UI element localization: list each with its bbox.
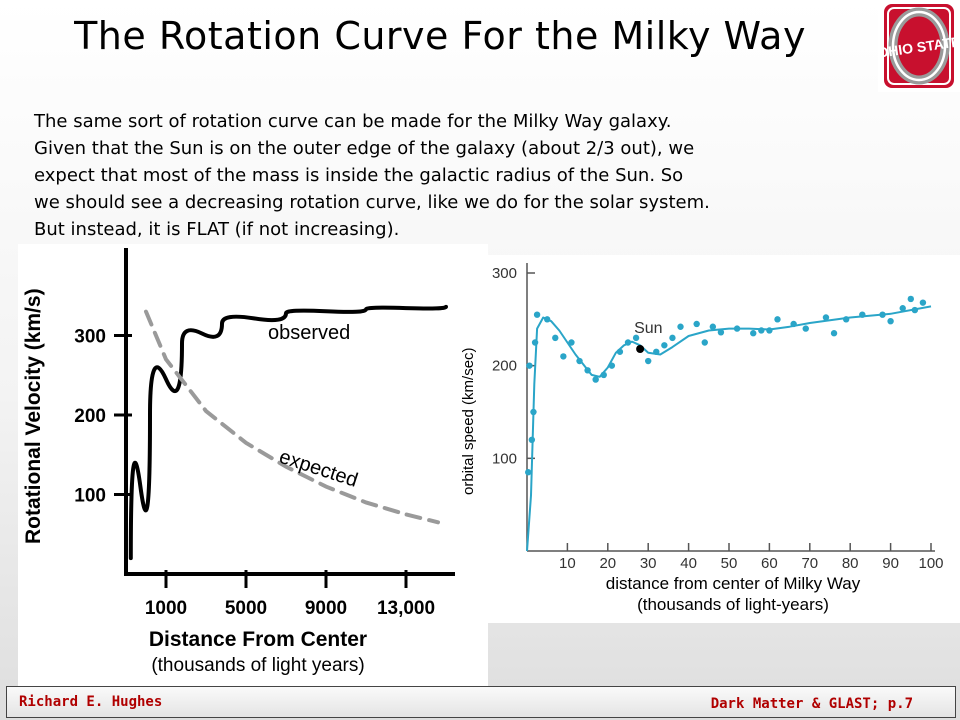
left-series-label-expected: expected [276,446,360,492]
right-data-point [766,327,773,334]
right-x-tick-label: 90 [882,555,899,572]
right-data-point [709,323,717,330]
right-data-point [879,311,886,318]
right-data-point [750,330,757,337]
right-data-point [758,327,765,334]
left-x-tick-label: 1000 [145,598,187,619]
right-data-point [661,342,668,349]
right-y-tick-label: 300 [492,265,517,282]
right-x-axis-sublabel: (thousands of light-years) [637,595,829,614]
left-x-tick-label: 9000 [305,598,347,619]
right-data-point [552,334,559,342]
right-data-point [693,320,700,328]
footer-author: Richard E. Hughes [19,694,163,710]
right-x-tick-label: 60 [761,555,778,572]
right-data-point [531,339,539,346]
body-line: The same sort of rotation curve can be m… [34,111,672,132]
right-x-tick-label: 80 [842,555,859,572]
body-text: The same sort of rotation curve can be m… [34,108,894,243]
right-data-point [530,408,537,416]
right-data-point [717,329,725,336]
right-x-tick-label: 10 [559,555,576,572]
slide-title: The Rotation Curve For the Milky Way [74,14,806,58]
left-x-tick-label: 13,000 [377,598,435,619]
left-y-tick-label: 100 [74,486,106,507]
right-data-point [560,353,567,360]
right-data-point [632,334,640,342]
left-x-axis-sublabel: (thousands of light years) [151,655,364,676]
right-data-point [568,339,575,346]
right-data-point [701,339,708,346]
left-series-label-observed: observed [268,322,350,344]
body-line: Given that the Sun is on the outer edge … [34,138,695,159]
body-line: But instead, it is FLAT (if not increasi… [34,219,400,240]
right-data-point [616,348,624,355]
right-data-point [859,311,866,318]
right-data-point [919,299,927,306]
right-y-axis-label: orbital speed (km/sec) [460,347,477,495]
right-data-point [669,334,676,342]
right-fit-curve [526,305,932,552]
right-data-point [600,371,607,379]
right-data-point [802,325,809,332]
right-x-tick-label: 50 [721,555,738,572]
right-data-point [774,316,781,323]
right-data-point [533,311,541,318]
right-data-point [830,330,838,337]
left-series-expected [144,309,440,525]
right-data-point [544,316,551,323]
right-y-tick-label: 200 [492,358,517,375]
right-data-point [624,339,632,346]
right-data-point [645,357,652,365]
right-data-point [576,357,583,365]
footer-bar: Richard E. Hughes Dark Matter & GLAST; p… [6,686,956,718]
left-y-tick-label: 300 [74,327,106,348]
right-data-point [592,376,599,383]
right-y-tick-label: 100 [492,450,517,467]
right-x-tick-label: 30 [640,555,657,572]
right-data-point [822,314,830,321]
rotation-curve-chart: 300 200 100 1000 5000 9000 13,000 observed expe… [18,244,488,686]
left-x-tick-label: 5000 [225,598,267,619]
right-x-tick-label: 40 [680,555,697,572]
footer-page-info: Dark Matter & GLAST; p.7 [710,696,913,712]
right-data-point [907,295,914,303]
left-y-axis-label: Rotational Velocity (km/s) [22,288,45,544]
right-data-point [887,317,894,325]
right-data-point [528,436,536,443]
right-data-point [584,367,591,374]
milky-way-orbital-svg: 100 200 300 10 20 30 40 50 60 70 80 90 100 Sun orbit… [460,263,944,614]
right-data-point [842,316,850,323]
left-y-tick-label: 200 [74,406,106,427]
rotation-curve-svg: 300 200 100 1000 5000 9000 13,000 observed expe… [22,248,458,676]
body-line: expect that most of the mass is inside t… [34,165,684,186]
right-data-point [677,323,684,330]
left-x-axis-label: Distance From Center [149,628,367,651]
left-series-observed [128,304,448,561]
right-data-point [525,469,532,476]
right-data-point [526,362,533,369]
right-data-point [790,320,797,328]
right-data-point [608,362,616,369]
ohio-state-logo: OHIO STATE [878,0,960,92]
body-line: we should see a decreasing rotation curv… [34,192,710,213]
right-data-point [733,325,741,332]
right-x-axis-label: distance from center of Milky Way [606,574,861,593]
right-data-point [653,348,660,355]
milky-way-orbital-chart: 100 200 300 10 20 30 40 50 60 70 80 90 100 Sun orbit… [455,255,960,623]
sun-label: Sun [634,320,662,337]
sun-marker [636,344,645,353]
right-x-tick-label: 100 [918,555,943,572]
right-data-point [899,305,906,312]
right-x-tick-label: 20 [599,555,616,572]
right-x-tick-label: 70 [801,555,818,572]
right-data-point [911,306,919,314]
